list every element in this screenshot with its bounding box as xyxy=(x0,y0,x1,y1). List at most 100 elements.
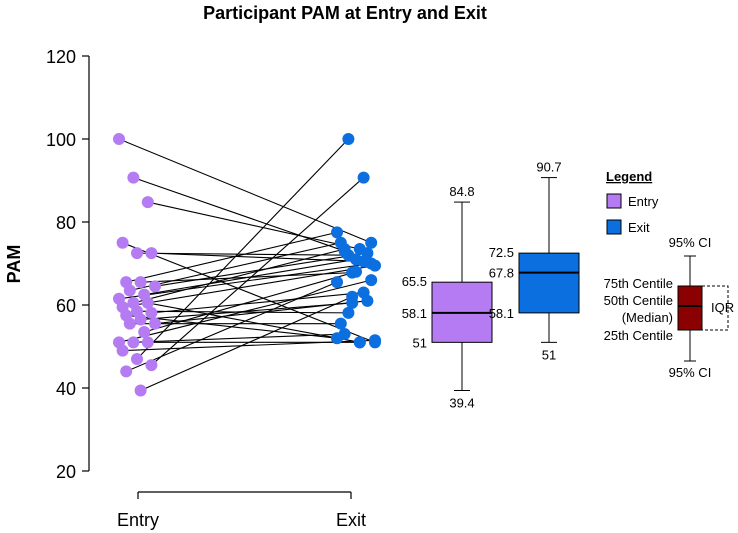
y-tick-label: 100 xyxy=(46,130,76,150)
pair-line xyxy=(151,177,364,366)
entry-point xyxy=(134,313,147,326)
entry-point xyxy=(141,336,154,349)
entry-point xyxy=(134,384,147,397)
box-q3-label: 65.5 xyxy=(402,274,427,289)
entry-point xyxy=(123,284,136,297)
exit-points xyxy=(331,133,381,349)
box-min-label: 51 xyxy=(542,347,556,362)
exit-point xyxy=(338,242,351,255)
key-iqr-label: IQR xyxy=(711,300,734,315)
pair-line xyxy=(133,333,345,343)
entry-point xyxy=(127,336,140,349)
boxplots: 84.8 39.4 65.5 58.1 51 90.7 51 72.5 67.8 58.1 xyxy=(402,160,580,410)
key-q3-label: 75th Centile xyxy=(604,276,673,291)
boxplot-entry: 84.8 39.4 65.5 58.1 51 xyxy=(402,184,493,410)
pair-line xyxy=(144,258,357,296)
exit-point xyxy=(338,328,351,341)
exit-point xyxy=(365,236,378,249)
exit-point xyxy=(365,274,378,287)
x-tick-label-exit: Exit xyxy=(336,510,366,530)
entry-point xyxy=(149,280,161,293)
entry-point xyxy=(123,317,136,330)
y-tick-label: 20 xyxy=(56,462,76,482)
pair-line xyxy=(122,242,376,343)
pair-line xyxy=(118,138,372,244)
pair-line xyxy=(133,248,345,304)
x-axis: Entry Exit xyxy=(117,491,366,530)
boxplot-exit: 90.7 51 72.5 67.8 58.1 xyxy=(489,160,580,362)
exit-point xyxy=(353,336,366,349)
pair-line xyxy=(136,138,349,360)
pair-line xyxy=(151,252,364,262)
legend-title: Legend xyxy=(606,169,652,184)
entry-point xyxy=(131,352,143,365)
box-min-label: 39.4 xyxy=(449,395,474,410)
exit-point xyxy=(350,253,362,266)
exit-point xyxy=(334,317,347,330)
pair-line xyxy=(154,300,368,325)
exit-point xyxy=(342,306,355,319)
entry-point xyxy=(116,236,129,249)
pair-lines xyxy=(118,138,376,391)
entry-point xyxy=(113,133,125,145)
entry-point xyxy=(131,247,143,260)
exit-point xyxy=(331,226,343,239)
y-tick-label: 80 xyxy=(56,213,76,233)
entry-point xyxy=(116,344,129,357)
pair-line xyxy=(122,265,376,308)
pair-line xyxy=(140,296,353,391)
pair-line xyxy=(118,279,372,343)
key-iqr-bracket xyxy=(702,285,729,331)
pair-line xyxy=(144,271,357,333)
y-tick-label: 120 xyxy=(46,47,76,67)
entry-points xyxy=(113,133,161,397)
entry-point xyxy=(127,171,140,184)
key-box xyxy=(677,285,703,331)
exit-point xyxy=(342,133,355,145)
entry-point xyxy=(120,365,133,378)
legend-label-entry: Entry xyxy=(628,194,659,209)
entry-point xyxy=(145,359,158,372)
y-tick-label: 40 xyxy=(56,379,76,399)
pair-line xyxy=(126,231,338,283)
box-q1-label: 58.1 xyxy=(489,306,514,321)
pair-line xyxy=(125,281,338,372)
pair-line xyxy=(151,292,364,314)
legend-swatch-exit xyxy=(606,219,622,235)
exit-point xyxy=(357,171,370,184)
exit-point xyxy=(346,290,359,303)
pair-line xyxy=(129,242,341,292)
box-max-label: 90.7 xyxy=(536,160,561,175)
entry-point xyxy=(145,306,158,319)
box-median-label: 58.1 xyxy=(402,306,427,321)
iqr-box xyxy=(518,252,580,314)
y-tick-label: 60 xyxy=(56,296,76,316)
entry-point xyxy=(141,196,154,209)
legend-swatch-entry xyxy=(606,193,622,209)
x-tick-label-entry: Entry xyxy=(117,510,159,530)
entry-point xyxy=(145,247,158,260)
key-lower-ci-label: 95% CI xyxy=(669,365,712,380)
key-upper-ci-label: 95% CI xyxy=(669,235,712,250)
box-q1-label: 51 xyxy=(413,335,427,350)
legend: Legend Entry Exit xyxy=(606,169,659,235)
pair-line xyxy=(147,201,360,250)
entry-point xyxy=(134,276,147,289)
exit-point xyxy=(361,294,374,307)
box-q3-label: 72.5 xyxy=(489,245,514,260)
key-median-label-2: (Median) xyxy=(622,310,673,325)
legend-label-exit: Exit xyxy=(628,220,650,235)
box-max-label: 84.8 xyxy=(449,184,474,199)
chart-title: Participant PAM at Entry and Exit xyxy=(203,3,487,23)
entry-point xyxy=(141,296,154,309)
box-median-label: 67.8 xyxy=(489,266,514,281)
key-median-label: 50th Centile xyxy=(604,293,673,308)
key-q1-label: 25th Centile xyxy=(604,328,673,343)
exit-point xyxy=(369,334,381,347)
y-axis-label: PAM xyxy=(4,245,24,284)
exit-point xyxy=(350,265,362,278)
boxplot-key: 95% CI IQR 75th Centile 50th Centile (Me… xyxy=(604,235,735,380)
entry-point xyxy=(138,325,151,338)
exit-point xyxy=(361,247,374,260)
